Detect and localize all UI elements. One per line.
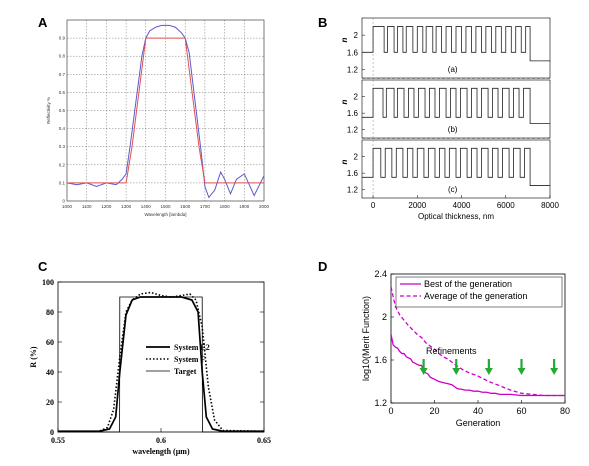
legend-label: Best of the generation: [424, 279, 512, 289]
x-axis-label: Generation: [456, 418, 501, 428]
y-axis-label: log10(Merit Function): [361, 296, 371, 381]
legend-label: Average of the generation: [424, 291, 527, 301]
subplot-label: (a): [448, 65, 458, 74]
y-tick-label: 2: [382, 312, 387, 322]
y-tick-label: 0.1: [59, 180, 66, 185]
x-tick-label: 20: [429, 406, 439, 416]
y-tick-label: 0.6: [59, 90, 66, 95]
index-profile: [362, 26, 550, 62]
panel-c-chart: 0 20 40 60 80 100 0.55 0.6 0.65 System E2 System F…: [29, 278, 271, 456]
x-tick-label: 1300: [121, 204, 132, 209]
series-line-2: [67, 37, 264, 184]
panel-label-c: C: [38, 259, 48, 274]
x-tick-label: 0: [388, 406, 393, 416]
series-line-3: [58, 296, 264, 433]
x-tick-label: 4000: [453, 201, 471, 210]
y-tick-label: 0.3: [59, 144, 66, 149]
panel-label-d: D: [318, 259, 327, 274]
x-tick-label: 0.55: [51, 436, 65, 445]
y-axis-label: n: [340, 37, 349, 42]
y-tick-label: 0: [62, 199, 65, 204]
legend-box: [395, 276, 563, 308]
y-axis-label: Reflectivity %: [46, 97, 51, 124]
x-tick-label: 2000: [259, 204, 270, 209]
x-tick-label: 1000: [62, 204, 73, 209]
x-tick-label: 6000: [497, 201, 515, 210]
y-tick-label: 1.6: [347, 169, 359, 178]
y-tick-label: 1.6: [347, 109, 359, 118]
index-profile: [362, 87, 550, 124]
y-tick-label: 1.6: [347, 48, 359, 57]
y-tick-label: 2: [354, 153, 359, 162]
x-tick-label: 1400: [141, 204, 152, 209]
x-tick-label: 80: [560, 406, 570, 416]
x-tick-label: 0.6: [156, 436, 166, 445]
panel-b-chart: 1.21.62n(a)1.21.62n(b)1.21.62n(c)0 2000 40…: [340, 17, 559, 221]
x-tick-label: 60: [516, 406, 526, 416]
y-tick-label: 2: [354, 93, 359, 102]
x-tick-label: 2000: [408, 201, 426, 210]
legend-label: Target: [174, 367, 197, 376]
subplot-label: (b): [448, 125, 458, 134]
x-axis-label: Wavelength [lambda]: [144, 212, 186, 217]
x-axis-label: wavelength (µm): [132, 447, 190, 456]
index-profile: [362, 147, 550, 186]
y-tick-label: 40: [46, 368, 54, 377]
x-tick-label: 40: [473, 406, 483, 416]
y-axis-label: n: [340, 99, 349, 104]
y-tick-label: 0.4: [59, 126, 66, 131]
y-tick-label: 1.2: [347, 186, 359, 195]
arrow-head: [517, 368, 526, 375]
x-tick-label: 1900: [239, 204, 250, 209]
y-tick-label: 80: [46, 308, 54, 317]
x-tick-label: 1500: [160, 204, 171, 209]
y-tick-label: 20: [46, 398, 54, 407]
x-tick-label: 8000: [541, 201, 559, 210]
arrow-head: [484, 368, 493, 375]
legend-label: System F: [174, 355, 205, 364]
y-tick-label: 2: [354, 31, 359, 40]
x-tick-label: 1100: [82, 204, 92, 209]
y-tick-label: 1.2: [347, 65, 359, 74]
arrow-head: [452, 368, 461, 375]
panel-d-chart: 1.2 1.6 2 2.4 0 20 40 60 80 Best of the generatio…: [361, 269, 570, 428]
y-tick-label: 1.2: [347, 126, 359, 135]
panel-a-chart: 1000 1100 1200 1300 1400 1500 1600 1700 1800 1900…: [46, 19, 270, 217]
series-line-1: [390, 334, 565, 397]
x-tick-label: 1700: [200, 204, 211, 209]
y-axis-label: n: [340, 159, 349, 164]
arrow-head: [419, 368, 428, 375]
y-tick-label: 1.6: [374, 355, 387, 365]
y-axis-label: R (%): [29, 346, 38, 367]
arrow-head: [550, 368, 559, 375]
y-tick-label: 1.2: [374, 398, 387, 408]
x-tick-label: 1200: [101, 204, 112, 209]
x-tick-label: 0.65: [257, 436, 271, 445]
y-tick-label: 0.5: [59, 108, 66, 113]
panel-label-a: A: [38, 15, 48, 30]
y-tick-label: 0: [50, 428, 54, 437]
y-tick-label: 0.8: [59, 54, 66, 59]
subplot-label: (c): [448, 185, 458, 194]
y-tick-label: 2.4: [374, 269, 387, 279]
legend-label: System E2: [174, 343, 210, 352]
x-tick-label: 1600: [180, 204, 191, 209]
x-tick-label: 0: [371, 201, 376, 210]
y-tick-label: 0.7: [59, 72, 66, 77]
x-axis-label: Optical thickness, nm: [418, 212, 494, 221]
y-tick-label: 60: [46, 338, 54, 347]
y-tick-label: 0.2: [59, 162, 66, 167]
y-tick-label: 0.9: [59, 36, 66, 41]
annotation-text: Refinements: [426, 346, 477, 356]
plot-area: [57, 281, 265, 433]
y-tick-label: 100: [42, 278, 54, 287]
x-tick-label: 1800: [220, 204, 231, 209]
panel-label-b: B: [318, 15, 327, 30]
